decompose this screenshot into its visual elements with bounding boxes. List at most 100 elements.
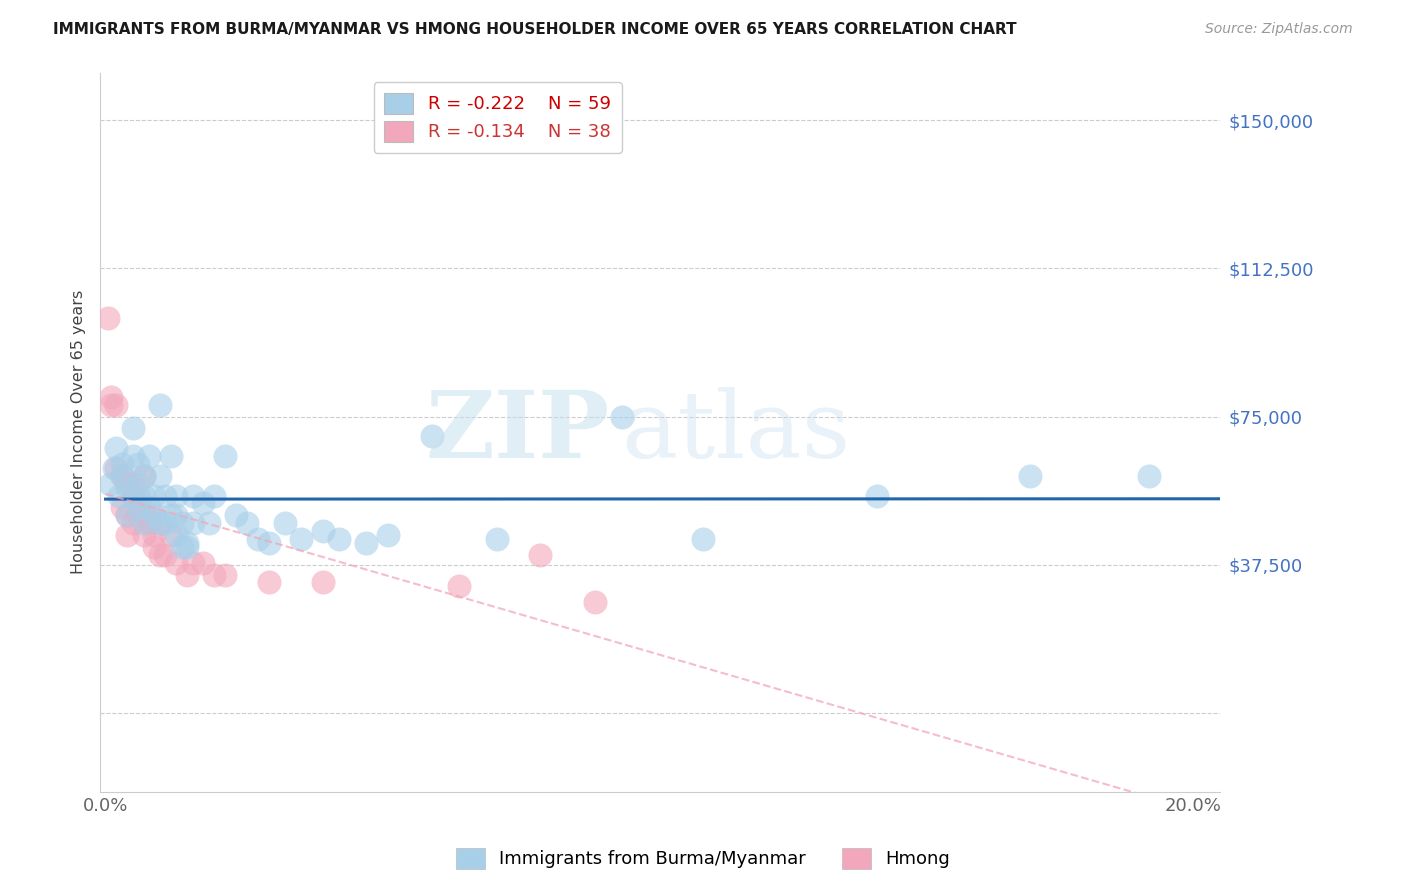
Text: ZIP: ZIP — [426, 387, 610, 477]
Point — [356, 536, 378, 550]
Point — [103, 461, 125, 475]
Point — [1137, 468, 1160, 483]
Point — [214, 567, 236, 582]
Point — [105, 441, 128, 455]
Point — [138, 516, 160, 531]
Point — [143, 508, 166, 523]
Point — [132, 489, 155, 503]
Point — [176, 536, 198, 550]
Point — [117, 508, 139, 523]
Point — [121, 489, 143, 503]
Point — [149, 548, 172, 562]
Point — [149, 398, 172, 412]
Point — [181, 516, 204, 531]
Point — [111, 457, 134, 471]
Point — [108, 489, 131, 503]
Point — [149, 516, 172, 531]
Point — [121, 449, 143, 463]
Point — [257, 575, 280, 590]
Point — [121, 516, 143, 531]
Point — [117, 481, 139, 495]
Point — [105, 461, 128, 475]
Legend: Immigrants from Burma/Myanmar, Hmong: Immigrants from Burma/Myanmar, Hmong — [449, 840, 957, 876]
Point — [155, 516, 177, 531]
Point — [111, 468, 134, 483]
Point — [447, 579, 470, 593]
Point — [155, 489, 177, 503]
Text: Source: ZipAtlas.com: Source: ZipAtlas.com — [1205, 22, 1353, 37]
Point — [257, 536, 280, 550]
Point — [127, 508, 149, 523]
Point — [170, 540, 193, 554]
Point — [328, 532, 350, 546]
Point — [138, 449, 160, 463]
Point — [117, 528, 139, 542]
Point — [149, 516, 172, 531]
Point — [121, 476, 143, 491]
Point — [100, 398, 122, 412]
Point — [117, 508, 139, 523]
Point — [117, 476, 139, 491]
Point — [138, 500, 160, 515]
Point — [181, 556, 204, 570]
Point — [127, 457, 149, 471]
Point — [143, 540, 166, 554]
Point — [377, 528, 399, 542]
Point — [225, 508, 247, 523]
Point — [485, 532, 508, 546]
Point — [1018, 468, 1040, 483]
Point — [236, 516, 259, 531]
Point — [127, 476, 149, 491]
Point — [214, 449, 236, 463]
Point — [583, 595, 606, 609]
Point — [198, 516, 221, 531]
Point — [159, 528, 181, 542]
Point — [312, 524, 335, 538]
Point — [165, 556, 187, 570]
Point — [165, 508, 187, 523]
Point — [290, 532, 312, 546]
Point — [181, 489, 204, 503]
Point — [132, 468, 155, 483]
Point — [121, 489, 143, 503]
Point — [121, 421, 143, 435]
Point — [132, 528, 155, 542]
Point — [866, 489, 889, 503]
Point — [274, 516, 297, 531]
Point — [159, 449, 181, 463]
Text: IMMIGRANTS FROM BURMA/MYANMAR VS HMONG HOUSEHOLDER INCOME OVER 65 YEARS CORRELAT: IMMIGRANTS FROM BURMA/MYANMAR VS HMONG H… — [53, 22, 1017, 37]
Point — [176, 540, 198, 554]
Point — [202, 489, 225, 503]
Point — [420, 429, 443, 443]
Point — [105, 398, 128, 412]
Point — [143, 489, 166, 503]
Point — [149, 468, 172, 483]
Point — [165, 528, 187, 542]
Point — [97, 310, 120, 325]
Y-axis label: Householder Income Over 65 years: Householder Income Over 65 years — [72, 290, 86, 574]
Point — [127, 500, 149, 515]
Point — [170, 516, 193, 531]
Point — [193, 556, 215, 570]
Point — [155, 548, 177, 562]
Point — [100, 390, 122, 404]
Point — [202, 567, 225, 582]
Point — [312, 575, 335, 590]
Point — [610, 409, 633, 424]
Point — [193, 496, 215, 510]
Point — [111, 500, 134, 515]
Point — [98, 476, 121, 491]
Point — [132, 508, 155, 523]
Text: atlas: atlas — [621, 387, 851, 477]
Point — [159, 508, 181, 523]
Point — [246, 532, 269, 546]
Point — [138, 508, 160, 523]
Point — [127, 489, 149, 503]
Point — [529, 548, 551, 562]
Point — [132, 468, 155, 483]
Legend: R = -0.222    N = 59, R = -0.134    N = 38: R = -0.222 N = 59, R = -0.134 N = 38 — [374, 82, 621, 153]
Point — [143, 528, 166, 542]
Point — [111, 468, 134, 483]
Point — [176, 567, 198, 582]
Point — [132, 516, 155, 531]
